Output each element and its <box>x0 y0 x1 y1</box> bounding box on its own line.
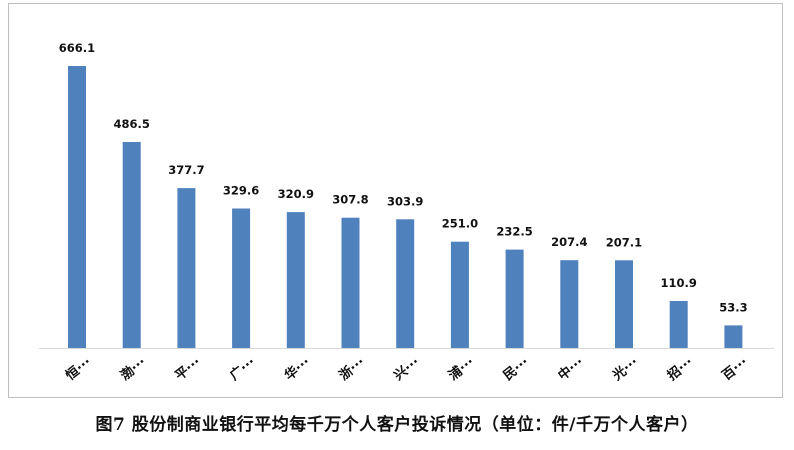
category-label: 中··· <box>555 354 587 384</box>
bar-chart: 666.1 恒··· 486.5 渤··· 377.7 平··· 329.6 广··· 320.… <box>39 41 774 384</box>
bar <box>122 142 141 348</box>
category-label: 浦··· <box>446 354 478 384</box>
bar-value-label: 307.8 <box>332 193 368 207</box>
category-label: 恒··· <box>63 354 95 384</box>
bar <box>177 188 196 348</box>
category-label: 民··· <box>501 355 532 384</box>
bar-value-label: 207.1 <box>606 235 642 249</box>
bar-value-label: 320.9 <box>278 187 314 201</box>
bar-value-label: 486.5 <box>114 117 150 131</box>
bar <box>396 219 415 348</box>
bar-value-label: 53.3 <box>719 300 747 314</box>
bar <box>669 301 688 348</box>
category-label: 浙··· <box>336 354 368 384</box>
bar <box>286 212 305 348</box>
bar <box>724 325 743 348</box>
category-label: 平··· <box>173 355 204 384</box>
category-label: 光··· <box>609 354 642 384</box>
bar <box>232 208 251 348</box>
category-label: 招··· <box>664 354 696 384</box>
bar-value-label: 329.6 <box>223 184 259 198</box>
bar <box>560 260 579 348</box>
bar-value-label: 377.7 <box>168 163 204 177</box>
chart-caption: 图7 股份制商业银行平均每千万个人客户投诉情况（单位：件/千万个人客户） <box>95 415 699 435</box>
bar-value-label: 303.9 <box>387 194 423 208</box>
category-label: 兴··· <box>391 354 423 384</box>
chart-frame: 666.1 恒··· 486.5 渤··· 377.7 平··· 329.6 广··· 320.… <box>8 3 783 398</box>
bar-value-label: 232.5 <box>496 225 532 239</box>
bar <box>68 66 86 348</box>
bar <box>341 217 360 348</box>
bar-value-label: 207.4 <box>551 235 587 249</box>
bar <box>615 260 633 348</box>
bar <box>450 241 469 348</box>
category-label: 百··· <box>720 355 751 384</box>
bar-value-label: 251.0 <box>442 217 478 231</box>
bar-value-label: 666.1 <box>59 41 95 55</box>
category-label: 华··· <box>281 354 313 384</box>
bar <box>505 249 524 348</box>
category-label: 渤··· <box>117 354 149 384</box>
category-label: 广··· <box>227 354 259 384</box>
bar-value-label: 110.9 <box>661 276 697 290</box>
